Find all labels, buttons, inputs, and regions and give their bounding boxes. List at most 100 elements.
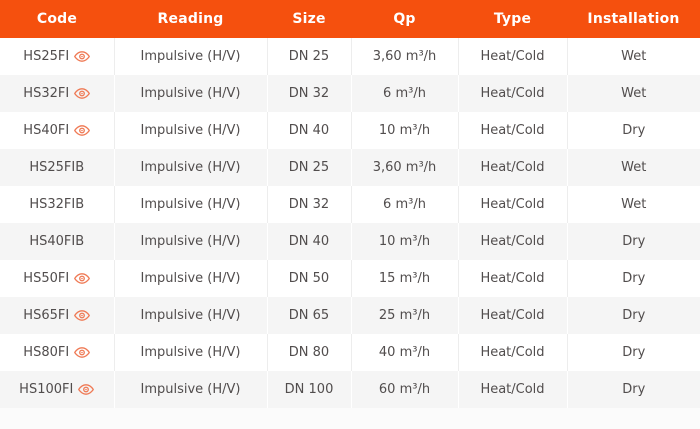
cell-type: Heat/Cold [458, 334, 568, 371]
table-row: HS65FI Impulsive (H/V) DN 65 25 m³/h Heat/Co… [0, 297, 700, 334]
column-header-code: Code [0, 0, 114, 38]
cell-qp: 3,60 m³/h [351, 149, 459, 186]
eye-icon[interactable] [74, 50, 91, 63]
cell-size: DN 32 [267, 186, 352, 223]
table-row: HS25FI Impulsive (H/V) DN 25 3,60 m³/h Heat/… [0, 38, 700, 75]
code-wrap: HS32FI [23, 86, 91, 101]
cell-code: HS32FIB [0, 186, 115, 223]
code-wrap: HS50FI [23, 271, 91, 286]
column-header-size: Size [267, 0, 351, 38]
table-row: HS40FI Impulsive (H/V) DN 40 10 m³/h Heat/Co… [0, 112, 700, 149]
cell-reading: Impulsive (H/V) [114, 75, 268, 112]
column-header-qp: Qp [351, 0, 458, 38]
cell-type: Heat/Cold [458, 149, 568, 186]
cell-installation: Dry [567, 260, 700, 297]
cell-installation: Wet [567, 75, 700, 112]
cell-type: Heat/Cold [458, 75, 568, 112]
code-wrap: HS80FI [23, 345, 91, 360]
cell-type: Heat/Cold [458, 260, 568, 297]
table-row: HS40FIB Impulsive (H/V) DN 40 10 m³/h Heat/C… [0, 223, 700, 260]
column-header-type: Type [458, 0, 567, 38]
code-label: HS32FIB [29, 197, 85, 212]
table-header: Code Reading Size Qp Type Installation [0, 0, 700, 38]
cell-reading: Impulsive (H/V) [114, 149, 268, 186]
cell-code: HS25FI [0, 38, 115, 75]
cell-code: HS32FI [0, 75, 115, 112]
cell-code: HS100FI [0, 371, 115, 408]
cell-reading: Impulsive (H/V) [114, 260, 268, 297]
column-header-reading: Reading [114, 0, 267, 38]
table-row: HS50FI Impulsive (H/V) DN 50 15 m³/h Heat/Co… [0, 260, 700, 297]
cell-installation: Wet [567, 38, 700, 75]
cell-size: DN 32 [267, 75, 352, 112]
cell-code: HS25FIB [0, 149, 115, 186]
code-label: HS50FI [23, 271, 70, 286]
code-wrap: HS100FI [19, 382, 95, 397]
code-wrap: HS65FI [23, 308, 91, 323]
cell-code: HS50FI [0, 260, 115, 297]
cell-type: Heat/Cold [458, 371, 568, 408]
code-label: HS32FI [23, 86, 70, 101]
cell-qp: 10 m³/h [351, 112, 459, 149]
code-wrap: HS40FIB [29, 234, 84, 249]
cell-reading: Impulsive (H/V) [114, 38, 268, 75]
cell-code: HS80FI [0, 334, 115, 371]
product-spec-table: Code Reading Size Qp Type Installation H… [0, 0, 700, 408]
cell-qp: 25 m³/h [351, 297, 459, 334]
cell-code: HS40FIB [0, 223, 115, 260]
code-label: HS40FIB [29, 234, 85, 249]
code-wrap: HS25FI [23, 49, 91, 64]
cell-qp: 15 m³/h [351, 260, 459, 297]
cell-installation: Dry [567, 371, 700, 408]
eye-icon[interactable] [74, 87, 91, 100]
cell-type: Heat/Cold [458, 38, 568, 75]
table-row: HS32FI Impulsive (H/V) DN 32 6 m³/h Heat/Col… [0, 75, 700, 112]
code-label: HS25FI [23, 49, 70, 64]
cell-qp: 3,60 m³/h [351, 38, 459, 75]
cell-size: DN 100 [267, 371, 352, 408]
cell-code: HS40FI [0, 112, 115, 149]
cell-qp: 6 m³/h [351, 75, 459, 112]
column-header-installation: Installation [567, 0, 700, 38]
cell-code: HS65FI [0, 297, 115, 334]
cell-installation: Dry [567, 223, 700, 260]
code-wrap: HS32FIB [29, 197, 84, 212]
eye-icon[interactable] [78, 383, 95, 396]
cell-qp: 10 m³/h [351, 223, 459, 260]
cell-reading: Impulsive (H/V) [114, 297, 268, 334]
cell-reading: Impulsive (H/V) [114, 334, 268, 371]
cell-size: DN 25 [267, 38, 352, 75]
eye-icon[interactable] [74, 309, 91, 322]
cell-reading: Impulsive (H/V) [114, 186, 268, 223]
table-row: HS25FIB Impulsive (H/V) DN 25 3,60 m³/h Heat… [0, 149, 700, 186]
cell-size: DN 65 [267, 297, 352, 334]
code-wrap: HS40FI [23, 123, 91, 138]
table-row: HS32FIB Impulsive (H/V) DN 32 6 m³/h Heat/Co… [0, 186, 700, 223]
table-row: HS100FI Impulsive (H/V) DN 100 60 m³/h Heat/… [0, 371, 700, 408]
table-body: HS25FI Impulsive (H/V) DN 25 3,60 m³/h Heat/… [0, 38, 700, 408]
cell-reading: Impulsive (H/V) [114, 371, 268, 408]
cell-installation: Wet [567, 149, 700, 186]
code-label: HS80FI [23, 345, 70, 360]
table-row: HS80FI Impulsive (H/V) DN 80 40 m³/h Heat/Co… [0, 334, 700, 371]
eye-icon[interactable] [74, 272, 91, 285]
code-label: HS25FIB [29, 160, 85, 175]
cell-qp: 40 m³/h [351, 334, 459, 371]
code-label: HS100FI [19, 382, 74, 397]
eye-icon[interactable] [74, 124, 91, 137]
cell-installation: Wet [567, 186, 700, 223]
cell-installation: Dry [567, 297, 700, 334]
cell-type: Heat/Cold [458, 112, 568, 149]
cell-size: DN 50 [267, 260, 352, 297]
cell-size: DN 40 [267, 223, 352, 260]
cell-type: Heat/Cold [458, 297, 568, 334]
cell-size: DN 80 [267, 334, 352, 371]
cell-installation: Dry [567, 112, 700, 149]
code-label: HS65FI [23, 308, 70, 323]
cell-qp: 60 m³/h [351, 371, 459, 408]
eye-icon[interactable] [74, 346, 91, 359]
cell-type: Heat/Cold [458, 223, 568, 260]
code-label: HS40FI [23, 123, 70, 138]
cell-size: DN 25 [267, 149, 352, 186]
code-wrap: HS25FIB [29, 160, 84, 175]
